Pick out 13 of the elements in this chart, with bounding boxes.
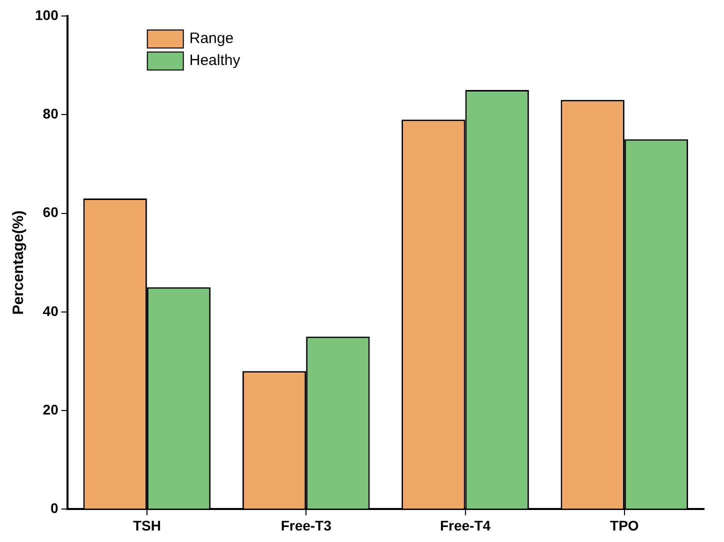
legend-label: Range	[189, 30, 234, 48]
y-axis-title: Percentage(%)	[10, 210, 28, 315]
x-tick-label: TSH	[132, 517, 161, 534]
y-tick-label: 100	[35, 6, 59, 23]
x-tick-label: Free-T4	[440, 517, 491, 534]
x-tick-label: Free-T3	[280, 517, 332, 534]
legend-label: Healthy	[189, 52, 241, 70]
y-tick-label: 20	[42, 401, 59, 418]
y-tick-label: 80	[42, 106, 59, 122]
y-tick-label: 60	[42, 204, 59, 220]
y-tick-label: 0	[50, 500, 59, 516]
x-tick-label: TPO	[610, 517, 639, 534]
y-tick-label: 40	[42, 302, 59, 319]
